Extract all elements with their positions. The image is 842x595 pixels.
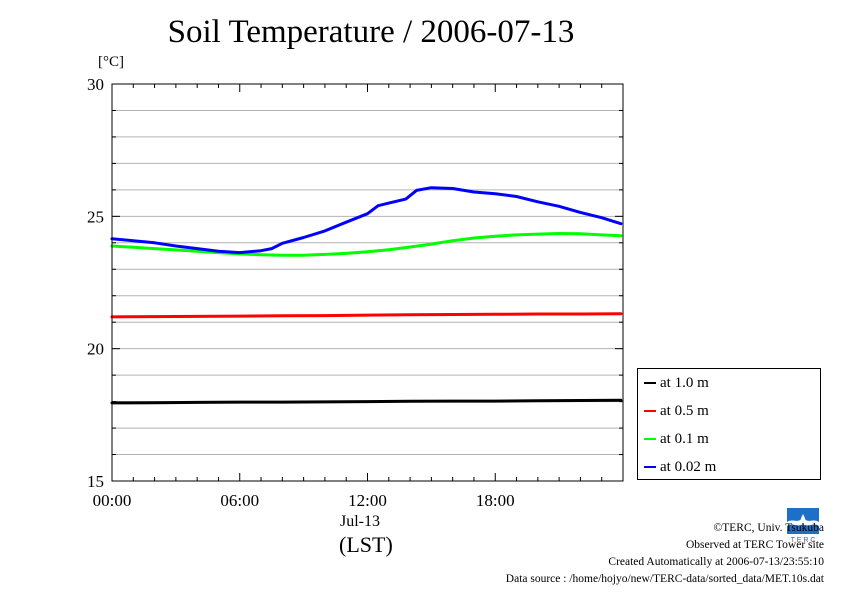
x-tick-label: 00:00 (93, 491, 132, 510)
legend-label: at 0.5 m (660, 402, 709, 419)
legend-item: at 1.0 m (644, 373, 709, 393)
y-tick-label: 20 (87, 340, 104, 359)
y-tick-label: 25 (87, 207, 104, 226)
series-line-at-1-0-m (110, 398, 623, 405)
legend-swatch (644, 410, 656, 412)
credits-block: ©TERC, Univ. Tsukuba Observed at TERC To… (506, 520, 824, 588)
x-axis-date-label: Jul-13 (340, 513, 380, 530)
legend-item: at 0.1 m (644, 429, 709, 449)
y-tick-label: 15 (87, 472, 104, 491)
series-line-at-0-02-m (110, 186, 623, 255)
legend-label: at 0.02 m (660, 458, 717, 475)
created-text: Created Automatically at 2006-07-13/23:5… (608, 556, 824, 568)
y-tick-label: 30 (87, 75, 104, 94)
legend-swatch (644, 438, 656, 440)
grid-lines (112, 109, 623, 456)
copyright-text: ©TERC, Univ. Tsukuba (713, 522, 824, 534)
legend-swatch (644, 466, 656, 468)
legend-label: at 0.1 m (660, 430, 709, 447)
axis-ticks: 15 20 25 30 00:00 06:00 12:00 18:00 (87, 75, 624, 510)
site-text: Observed at TERC Tower site (685, 539, 824, 551)
chart-title: Soil Temperature / 2006-07-13 (167, 14, 575, 50)
terc-logo-icon: T E R C (783, 504, 823, 544)
series-line-at-0-1-m (110, 232, 623, 257)
series-line-at-0-5-m (110, 312, 623, 319)
legend-swatch (644, 382, 656, 384)
source-text: Data source : /home/hojyo/new/TERC-data/… (505, 573, 824, 585)
series-lines (110, 186, 623, 405)
y-axis-unit: [°C] (98, 54, 124, 70)
logo-text: T E R C (791, 537, 816, 544)
plot-frame (111, 83, 624, 482)
x-tick-label: 12:00 (348, 491, 387, 510)
legend-item: at 0.02 m (644, 457, 716, 477)
x-axis-unit-label: (LST) (339, 532, 393, 557)
legend: at 1.0 m at 0.5 m at 0.1 m at 0.02 m (637, 368, 821, 480)
legend-label: at 1.0 m (660, 374, 709, 391)
x-tick-label: 18:00 (476, 491, 515, 510)
x-tick-label: 06:00 (220, 491, 259, 510)
legend-item: at 0.5 m (644, 401, 709, 421)
